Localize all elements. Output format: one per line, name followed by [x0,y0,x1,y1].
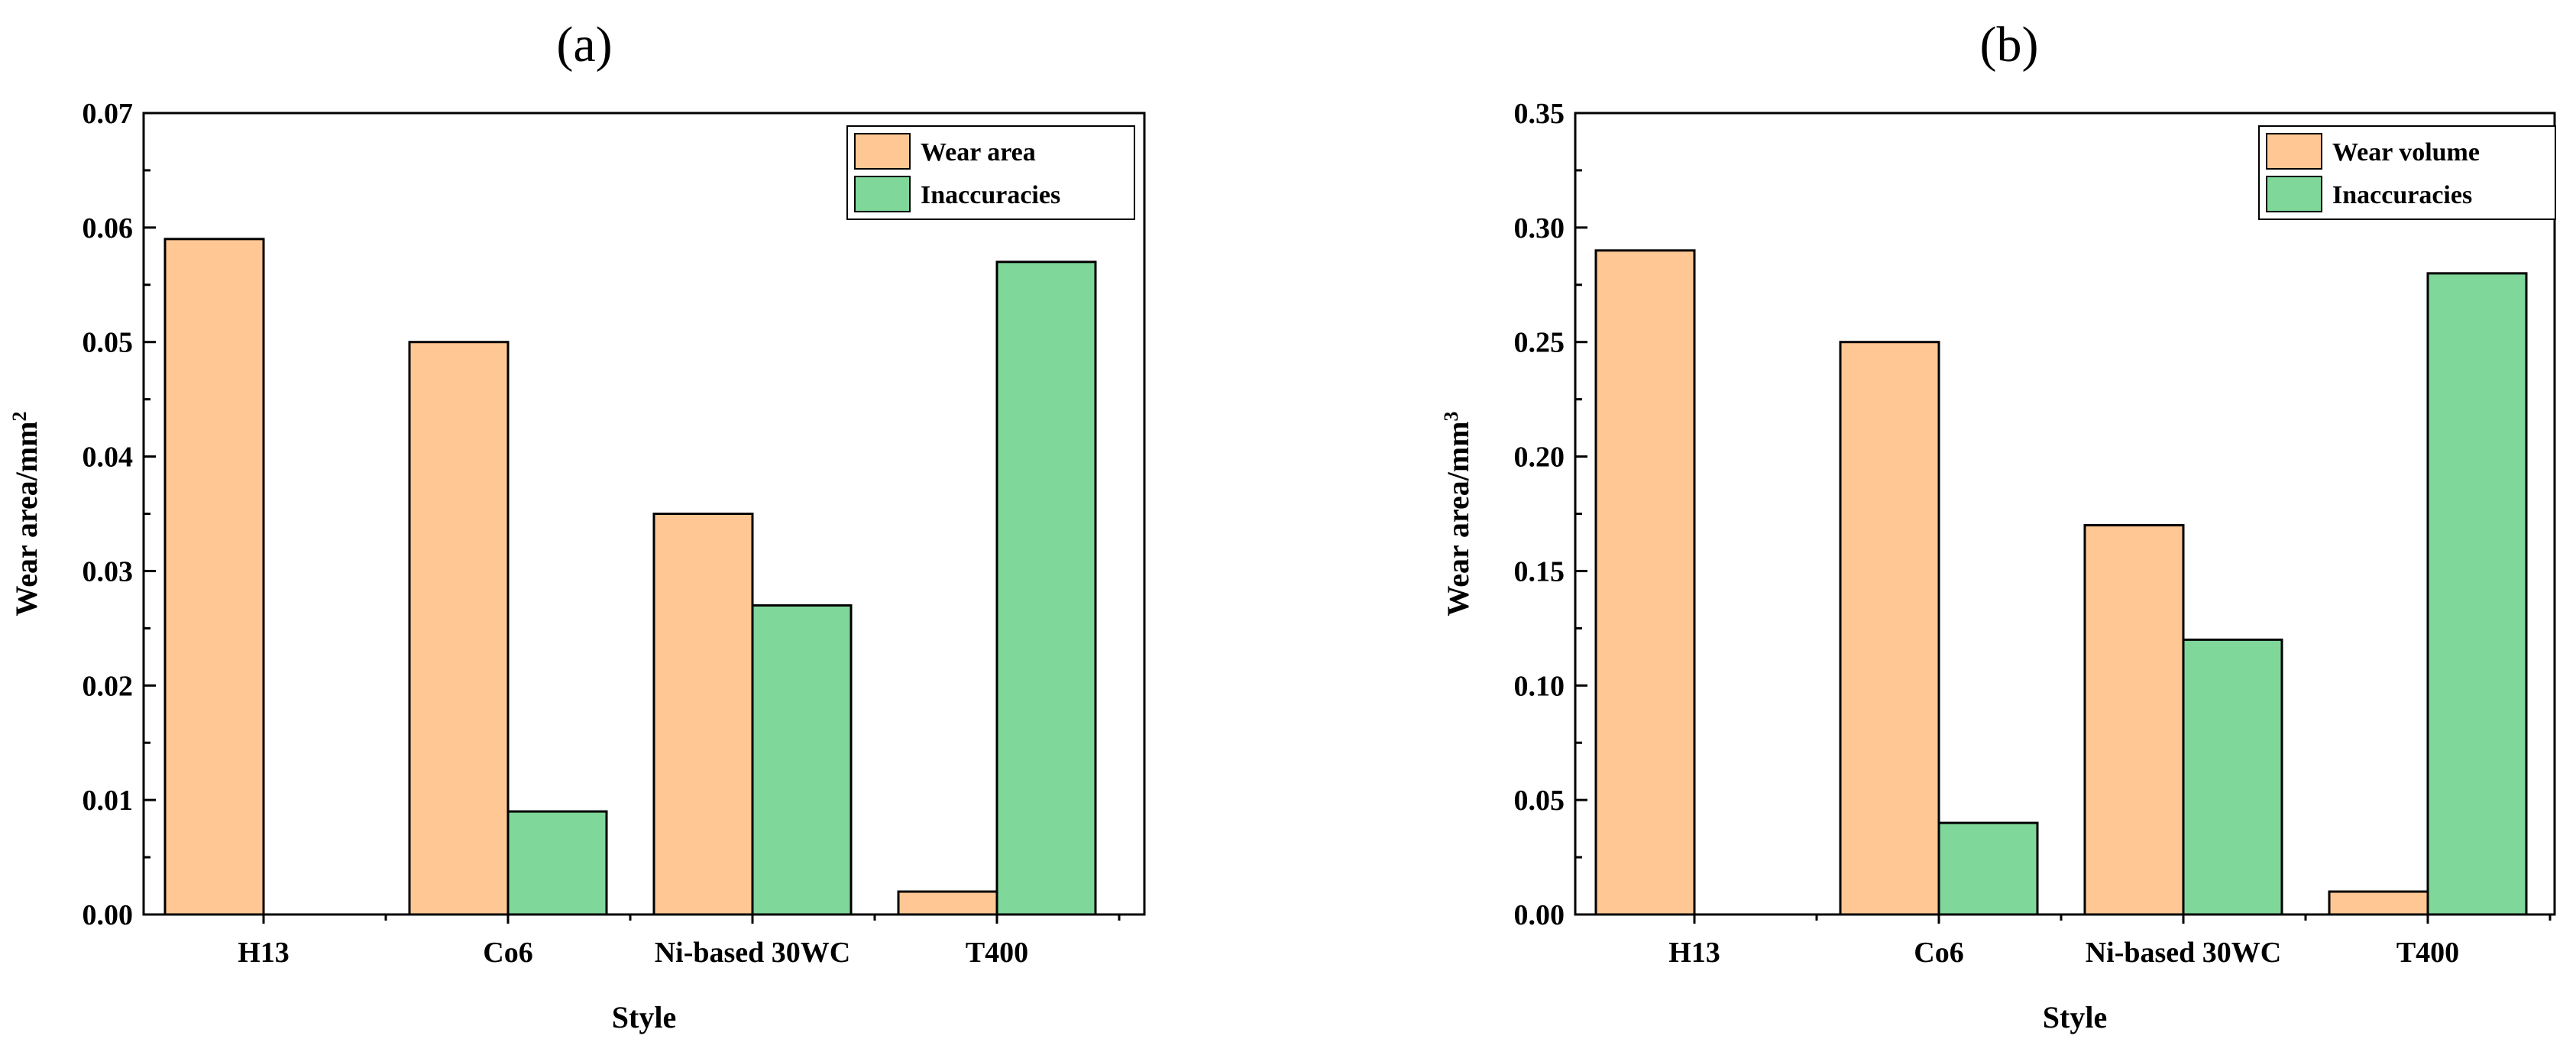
x-tick-label: Ni-based 30WC [2086,937,2282,969]
y-tick-label: 0.35 [1514,98,1565,130]
x-axis-title: Style [612,1000,676,1034]
bar-inaccuracies-ni-based-30wc [2182,638,2283,916]
legend-swatch-wear-volume [2266,133,2322,170]
x-tick-label: H13 [1668,937,1720,969]
y-tick-label: 0.07 [83,98,134,130]
x-tick-label: Co6 [1914,937,1963,969]
legend-swatch-inaccuracies [2266,176,2322,212]
y-tick-label: 0.30 [1514,212,1565,244]
y-tick-label: 0.10 [1514,670,1565,702]
y-tick-label: 0.25 [1514,327,1565,359]
legend-swatch-wear-area [854,133,911,170]
panel-label: (b) [1980,17,2039,73]
bar-wear-area-ni-based-30wc [652,513,754,916]
bar-inaccuracies-t400 [2426,272,2528,916]
y-tick-label: 0.02 [83,670,134,702]
panel-label: (a) [556,17,612,73]
y-tick-label: 0.00 [83,899,134,931]
bar-wear-area-t400 [897,890,998,916]
legend: Wear area Inaccuracies [846,125,1135,220]
legend: Wear volume Inaccuracies [2258,125,2556,220]
x-tick-label: T400 [966,937,1028,969]
x-axis-title: Style [2043,1000,2107,1034]
bar-wear-volume-co6 [1839,341,1940,916]
chart-panel-b: (b) 0.00 0.05 0.10 0.15 0.20 0.25 0.30 0.35 H13 Co… [1440,17,2556,1034]
y-tick-label: 0.20 [1514,442,1565,474]
y-tick-label: 0.05 [83,327,134,359]
y-axis-title-superscript: 3 [1440,411,1462,421]
x-tick-label: H13 [238,937,290,969]
legend-label: Wear volume [2332,138,2480,167]
plot-frame [1574,112,2556,916]
y-axis-title-text: Wear area/mm [1441,421,1475,616]
y-tick-label: 0.00 [1514,899,1565,931]
bar-wear-area-co6 [408,341,510,916]
bar-inaccuracies-co6 [506,810,608,916]
bar-inaccuracies-co6 [1937,821,2039,916]
bar-wear-area-h13 [163,238,265,916]
legend-label: Inaccuracies [921,181,1060,209]
y-tick-label: 0.04 [83,442,134,474]
bar-inaccuracies-t400 [995,261,1097,916]
bar-wear-volume-h13 [1594,249,1696,916]
plot-frame [142,112,1146,916]
y-tick-label: 0.06 [83,212,134,244]
legend-label: Wear area [921,138,1036,167]
legend-label: Inaccuracies [2332,181,2472,209]
y-axis-title-superscript: 2 [8,411,31,421]
bar-wear-volume-t400 [2328,890,2429,916]
y-tick-label: 0.15 [1514,555,1565,588]
y-tick-label: 0.01 [83,785,134,817]
x-tick-label: Co6 [483,937,532,969]
y-axis-title: Wear area/mm3 [1440,411,1476,616]
bar-wear-volume-ni-based-30wc [2083,523,2185,916]
legend-swatch-inaccuracies [854,176,911,212]
chart-panel-a: (a) 0.00 0.01 0.02 0.03 0.04 0.05 0.06 0.07 H13 Co… [8,17,1146,1034]
x-tick-label: T400 [2396,937,2459,969]
y-axis-title-text: Wear area/mm [9,421,44,616]
y-axis-title: Wear area/mm2 [8,411,44,616]
x-tick-label: Ni-based 30WC [655,937,851,969]
y-tick-label: 0.05 [1514,785,1565,817]
y-tick-label: 0.03 [83,555,134,588]
bar-inaccuracies-ni-based-30wc [751,604,853,916]
